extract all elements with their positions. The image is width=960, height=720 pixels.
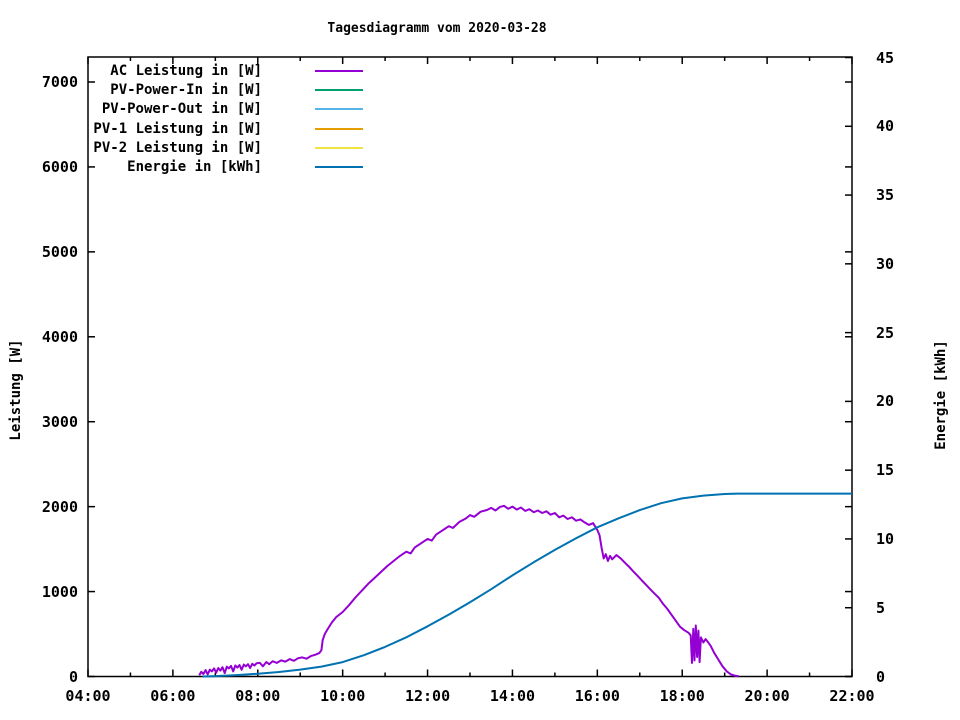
y2t-tick-label: 25 [876, 323, 895, 342]
y2t-tick-label: 5 [876, 598, 886, 617]
y1t-tick-label: 1000 [41, 582, 78, 601]
xt-tick-label: 14:00 [489, 687, 536, 705]
xt-tick-label: 12:00 [404, 687, 451, 705]
xt-tick-label: 06:00 [150, 687, 196, 705]
y1t-tick-label: 7000 [41, 73, 78, 91]
legend-sample-pv-power-in [315, 89, 363, 92]
xt-tick-label: 16:00 [574, 687, 620, 705]
y2t-tick-label: 40 [876, 117, 895, 136]
y2t-tick-label: 45 [876, 48, 895, 67]
legend-sample-pv-power-out [315, 108, 363, 111]
series-ac-leistung [198, 504, 739, 678]
y1t-tick-label: 0 [68, 667, 78, 686]
y2t-tick-label: 20 [876, 392, 895, 411]
xt-tick-label: 20:00 [744, 687, 790, 705]
xt-tick-label: 22:00 [829, 687, 875, 705]
legend-sample-pv2-leistung [315, 146, 363, 149]
xt-tick-label: 08:00 [235, 687, 281, 705]
y1t-tick-label: 5000 [41, 242, 78, 261]
legend-sample-pv1-leistung [315, 127, 363, 130]
y1t-tick-label: 4000 [41, 327, 78, 346]
y2t-tick-label: 0 [876, 667, 886, 686]
xt-tick-label: 04:00 [65, 687, 111, 705]
chart-title: Tagesdiagramm vom 2020-03-28 [327, 21, 547, 36]
legend-label-energie: Energie in [kWh] [127, 159, 262, 175]
xt-tick-label: 10:00 [320, 687, 366, 705]
series-energie [202, 492, 852, 678]
y2t-tick-label: 35 [876, 186, 895, 205]
legend-sample-ac-leistung [315, 70, 363, 72]
legend-label-pv-power-in: PV-Power-In in [W] [110, 82, 262, 99]
y1t-tick-label: 6000 [41, 157, 78, 176]
y2t-tick-label: 10 [876, 529, 895, 548]
xt-tick-label: 18:00 [659, 687, 705, 705]
y1t-tick-label: 3000 [41, 412, 78, 431]
y2t-tick-label: 15 [876, 461, 895, 480]
legend-label-ac-leistung: AC Leistung in [W] [110, 63, 262, 79]
legend-label-pv1-leistung: PV-1 Leistung in [W] [93, 120, 262, 137]
y1t-tick-label: 2000 [41, 497, 78, 516]
legend-label-pv2-leistung: PV-2 Leistung in [W] [93, 139, 262, 156]
legend-sample-energie [315, 166, 363, 168]
legend-label-pv-power-out: PV-Power-Out in [W] [101, 101, 262, 118]
y2t-tick-label: 30 [876, 254, 895, 273]
